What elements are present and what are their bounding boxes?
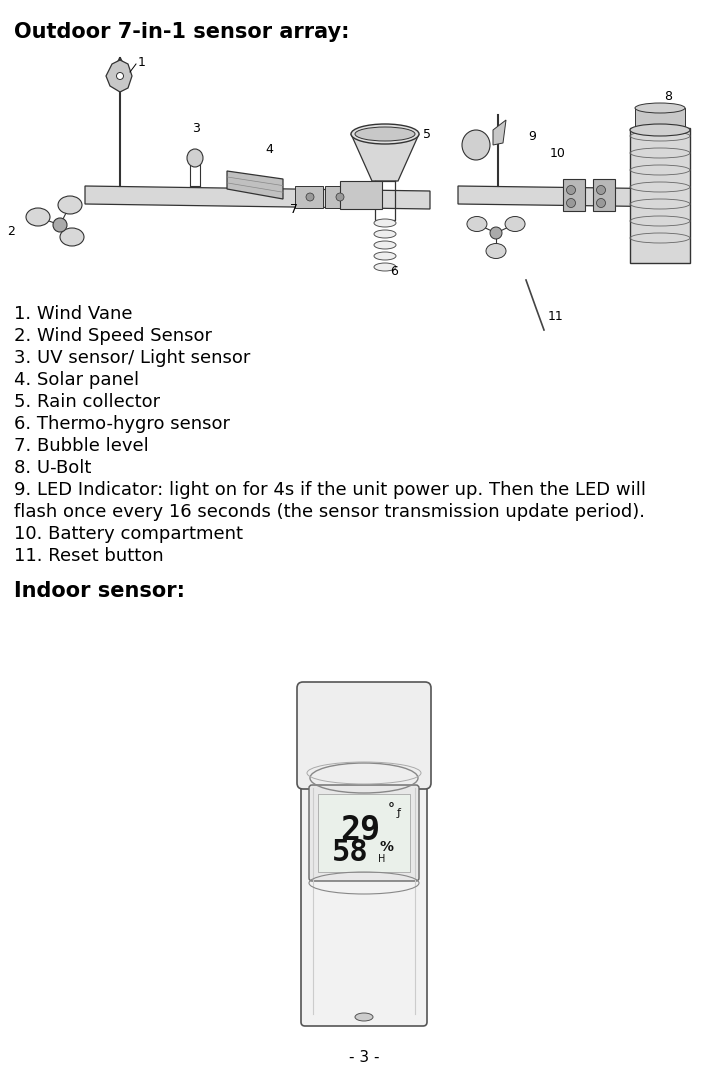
Text: 2: 2: [7, 225, 15, 238]
Polygon shape: [458, 186, 685, 206]
Ellipse shape: [351, 124, 419, 144]
Polygon shape: [351, 134, 419, 181]
Circle shape: [566, 186, 576, 195]
Circle shape: [490, 227, 502, 239]
Text: 4. Solar panel: 4. Solar panel: [14, 371, 139, 389]
Ellipse shape: [635, 103, 685, 114]
Text: °: °: [388, 802, 395, 816]
Text: flash once every 16 seconds (the sensor transmission update period).: flash once every 16 seconds (the sensor …: [14, 503, 645, 521]
Circle shape: [596, 199, 606, 208]
Text: H: H: [378, 854, 385, 864]
Polygon shape: [227, 171, 283, 199]
Text: 2. Wind Speed Sensor: 2. Wind Speed Sensor: [14, 326, 212, 345]
Bar: [295, 186, 323, 208]
Text: %: %: [380, 840, 394, 854]
Ellipse shape: [486, 243, 506, 258]
Bar: [635, 108, 685, 133]
Text: 1. Wind Vane: 1. Wind Vane: [14, 305, 132, 323]
Text: Outdoor 7-in-1 sensor array:: Outdoor 7-in-1 sensor array:: [14, 22, 349, 42]
Text: 4: 4: [265, 143, 273, 156]
Ellipse shape: [60, 228, 84, 246]
Ellipse shape: [462, 130, 490, 160]
Bar: [630, 128, 690, 263]
Bar: [318, 795, 410, 872]
Ellipse shape: [355, 126, 415, 141]
Circle shape: [116, 72, 124, 80]
Polygon shape: [493, 120, 506, 145]
Text: 3: 3: [192, 122, 200, 135]
Circle shape: [596, 186, 606, 195]
Ellipse shape: [26, 208, 50, 226]
Text: 11: 11: [548, 310, 563, 323]
Text: 5. Rain collector: 5. Rain collector: [14, 393, 160, 411]
Ellipse shape: [630, 124, 690, 136]
Text: 11. Reset button: 11. Reset button: [14, 547, 164, 565]
Text: 8. U-Bolt: 8. U-Bolt: [14, 459, 92, 477]
Bar: [325, 186, 357, 208]
Text: 29: 29: [340, 814, 380, 848]
Text: 7: 7: [290, 203, 298, 216]
Circle shape: [53, 218, 67, 232]
Circle shape: [566, 199, 576, 208]
Text: 8: 8: [664, 90, 672, 103]
Circle shape: [336, 193, 344, 201]
Polygon shape: [85, 186, 430, 209]
Text: ƒ: ƒ: [397, 808, 401, 818]
Ellipse shape: [355, 1013, 373, 1020]
Circle shape: [306, 193, 314, 201]
Ellipse shape: [374, 219, 396, 227]
Text: 6: 6: [390, 265, 398, 278]
Text: 10: 10: [550, 147, 566, 160]
Bar: [593, 179, 615, 211]
Bar: [340, 181, 382, 209]
Ellipse shape: [58, 196, 82, 214]
Ellipse shape: [187, 149, 203, 166]
FancyBboxPatch shape: [309, 785, 419, 881]
Text: 7. Bubble level: 7. Bubble level: [14, 437, 149, 455]
Ellipse shape: [374, 263, 396, 271]
Text: 1: 1: [138, 55, 146, 68]
Text: 5: 5: [423, 128, 431, 141]
Text: 9: 9: [528, 130, 536, 143]
Ellipse shape: [374, 241, 396, 249]
FancyBboxPatch shape: [301, 764, 427, 1026]
Text: Indoor sensor:: Indoor sensor:: [14, 580, 185, 601]
Text: 9. LED Indicator: light on for 4s if the unit power up. Then the LED will: 9. LED Indicator: light on for 4s if the…: [14, 481, 646, 499]
FancyBboxPatch shape: [297, 682, 431, 789]
Ellipse shape: [374, 230, 396, 238]
Text: 6. Thermo-hygro sensor: 6. Thermo-hygro sensor: [14, 415, 230, 433]
Bar: [563, 179, 585, 211]
Text: 10. Battery compartment: 10. Battery compartment: [14, 525, 243, 543]
Text: 3. UV sensor/ Light sensor: 3. UV sensor/ Light sensor: [14, 349, 250, 368]
Text: - 3 -: - 3 -: [349, 1050, 379, 1065]
Text: 58: 58: [332, 838, 369, 867]
Ellipse shape: [374, 252, 396, 261]
Polygon shape: [106, 61, 132, 92]
Ellipse shape: [505, 216, 525, 231]
Ellipse shape: [467, 216, 487, 231]
